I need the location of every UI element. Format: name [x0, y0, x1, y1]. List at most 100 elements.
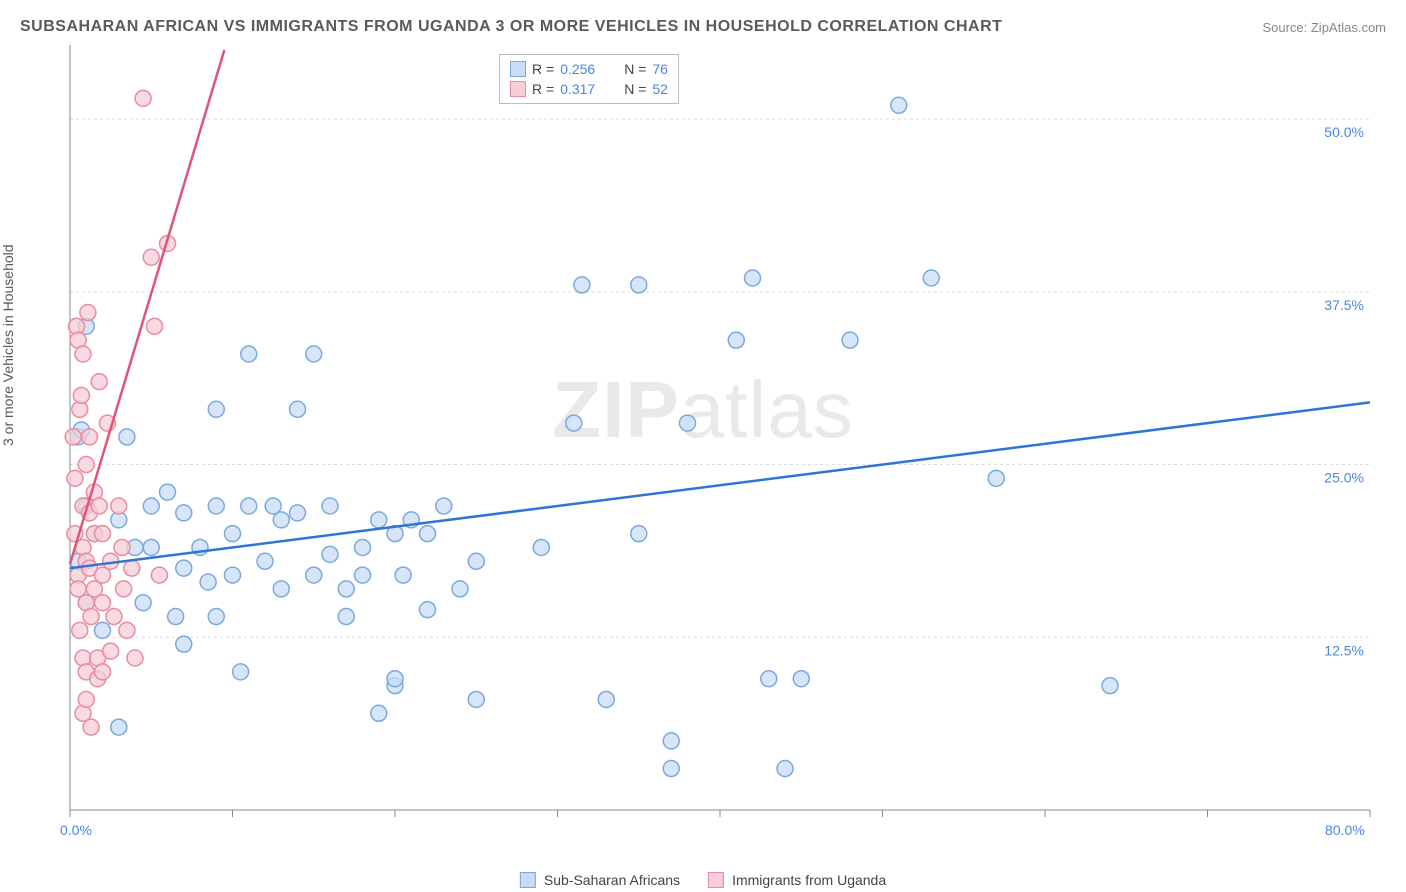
data-point — [338, 581, 354, 597]
data-point — [95, 622, 111, 638]
data-point — [143, 249, 159, 265]
data-point — [631, 526, 647, 542]
data-point — [95, 664, 111, 680]
r-value: 0.256 — [560, 61, 608, 77]
data-point — [73, 387, 89, 403]
data-point — [306, 346, 322, 362]
data-point — [160, 484, 176, 500]
y-tick-label: 50.0% — [1324, 124, 1364, 140]
data-point — [793, 671, 809, 687]
legend-swatch — [520, 872, 536, 888]
series-name: Immigrants from Uganda — [732, 872, 886, 888]
data-point — [72, 622, 88, 638]
trend-line — [70, 402, 1370, 568]
data-point — [225, 567, 241, 583]
data-point — [176, 505, 192, 521]
data-point — [82, 429, 98, 445]
data-point — [176, 560, 192, 576]
x-axis-min-label: 0.0% — [60, 822, 92, 838]
data-point — [273, 512, 289, 528]
data-point — [355, 539, 371, 555]
data-point — [91, 374, 107, 390]
data-point — [891, 97, 907, 113]
data-point — [387, 671, 403, 687]
data-point — [745, 270, 761, 286]
data-point — [371, 705, 387, 721]
data-point — [168, 609, 184, 625]
data-point — [338, 609, 354, 625]
y-tick-label: 37.5% — [1324, 297, 1364, 313]
data-point — [420, 602, 436, 618]
data-point — [842, 332, 858, 348]
n-value: 52 — [652, 81, 668, 97]
data-point — [728, 332, 744, 348]
data-point — [452, 581, 468, 597]
data-point — [208, 498, 224, 514]
scatter-chart: 12.5% 25.0% 37.5% 50.0% — [0, 0, 1406, 892]
y-tick-label: 12.5% — [1324, 642, 1364, 658]
data-point — [598, 691, 614, 707]
data-point — [306, 567, 322, 583]
data-point — [355, 567, 371, 583]
data-point — [91, 498, 107, 514]
data-point — [78, 457, 94, 473]
data-point — [241, 498, 257, 514]
data-point — [103, 643, 119, 659]
n-label: N = — [624, 81, 646, 97]
data-point — [111, 719, 127, 735]
data-point — [116, 581, 132, 597]
data-point — [124, 560, 140, 576]
series-legend-item: Immigrants from Uganda — [708, 872, 886, 888]
data-point — [468, 691, 484, 707]
data-point — [208, 401, 224, 417]
series-legend: Sub-Saharan Africans Immigrants from Ugan… — [520, 872, 886, 888]
data-point — [566, 415, 582, 431]
series-legend-item: Sub-Saharan Africans — [520, 872, 680, 888]
data-point — [290, 505, 306, 521]
x-axis-max-label: 80.0% — [1325, 822, 1365, 838]
data-point — [371, 512, 387, 528]
data-point — [119, 622, 135, 638]
n-label: N = — [624, 61, 646, 77]
stats-legend: R = 0.256 N = 76 R = 0.317 N = 52 — [499, 54, 679, 104]
series-name: Sub-Saharan Africans — [544, 872, 680, 888]
data-point — [468, 553, 484, 569]
data-point — [257, 553, 273, 569]
data-point — [114, 539, 130, 555]
data-point — [923, 270, 939, 286]
data-point — [233, 664, 249, 680]
data-point — [1102, 678, 1118, 694]
data-point — [395, 567, 411, 583]
data-point — [176, 636, 192, 652]
data-point — [135, 90, 151, 106]
data-point — [574, 277, 590, 293]
data-point — [420, 526, 436, 542]
stats-legend-row: R = 0.317 N = 52 — [510, 79, 668, 99]
data-point — [322, 498, 338, 514]
data-point — [83, 609, 99, 625]
data-point — [119, 429, 135, 445]
stats-legend-row: R = 0.256 N = 76 — [510, 59, 668, 79]
data-point — [241, 346, 257, 362]
data-point — [322, 546, 338, 562]
data-point — [663, 761, 679, 777]
legend-swatch — [510, 81, 526, 97]
data-point — [631, 277, 647, 293]
data-point — [225, 526, 241, 542]
data-point — [143, 539, 159, 555]
data-point — [78, 691, 94, 707]
data-point — [67, 470, 83, 486]
data-point — [127, 650, 143, 666]
data-point — [106, 609, 122, 625]
data-point — [95, 595, 111, 611]
data-point — [135, 595, 151, 611]
data-point — [680, 415, 696, 431]
data-point — [200, 574, 216, 590]
data-point — [273, 581, 289, 597]
r-value: 0.317 — [560, 81, 608, 97]
y-tick-label: 25.0% — [1324, 470, 1364, 486]
data-point — [143, 498, 159, 514]
r-label: R = — [532, 61, 554, 77]
n-value: 76 — [652, 61, 668, 77]
data-point — [65, 429, 81, 445]
